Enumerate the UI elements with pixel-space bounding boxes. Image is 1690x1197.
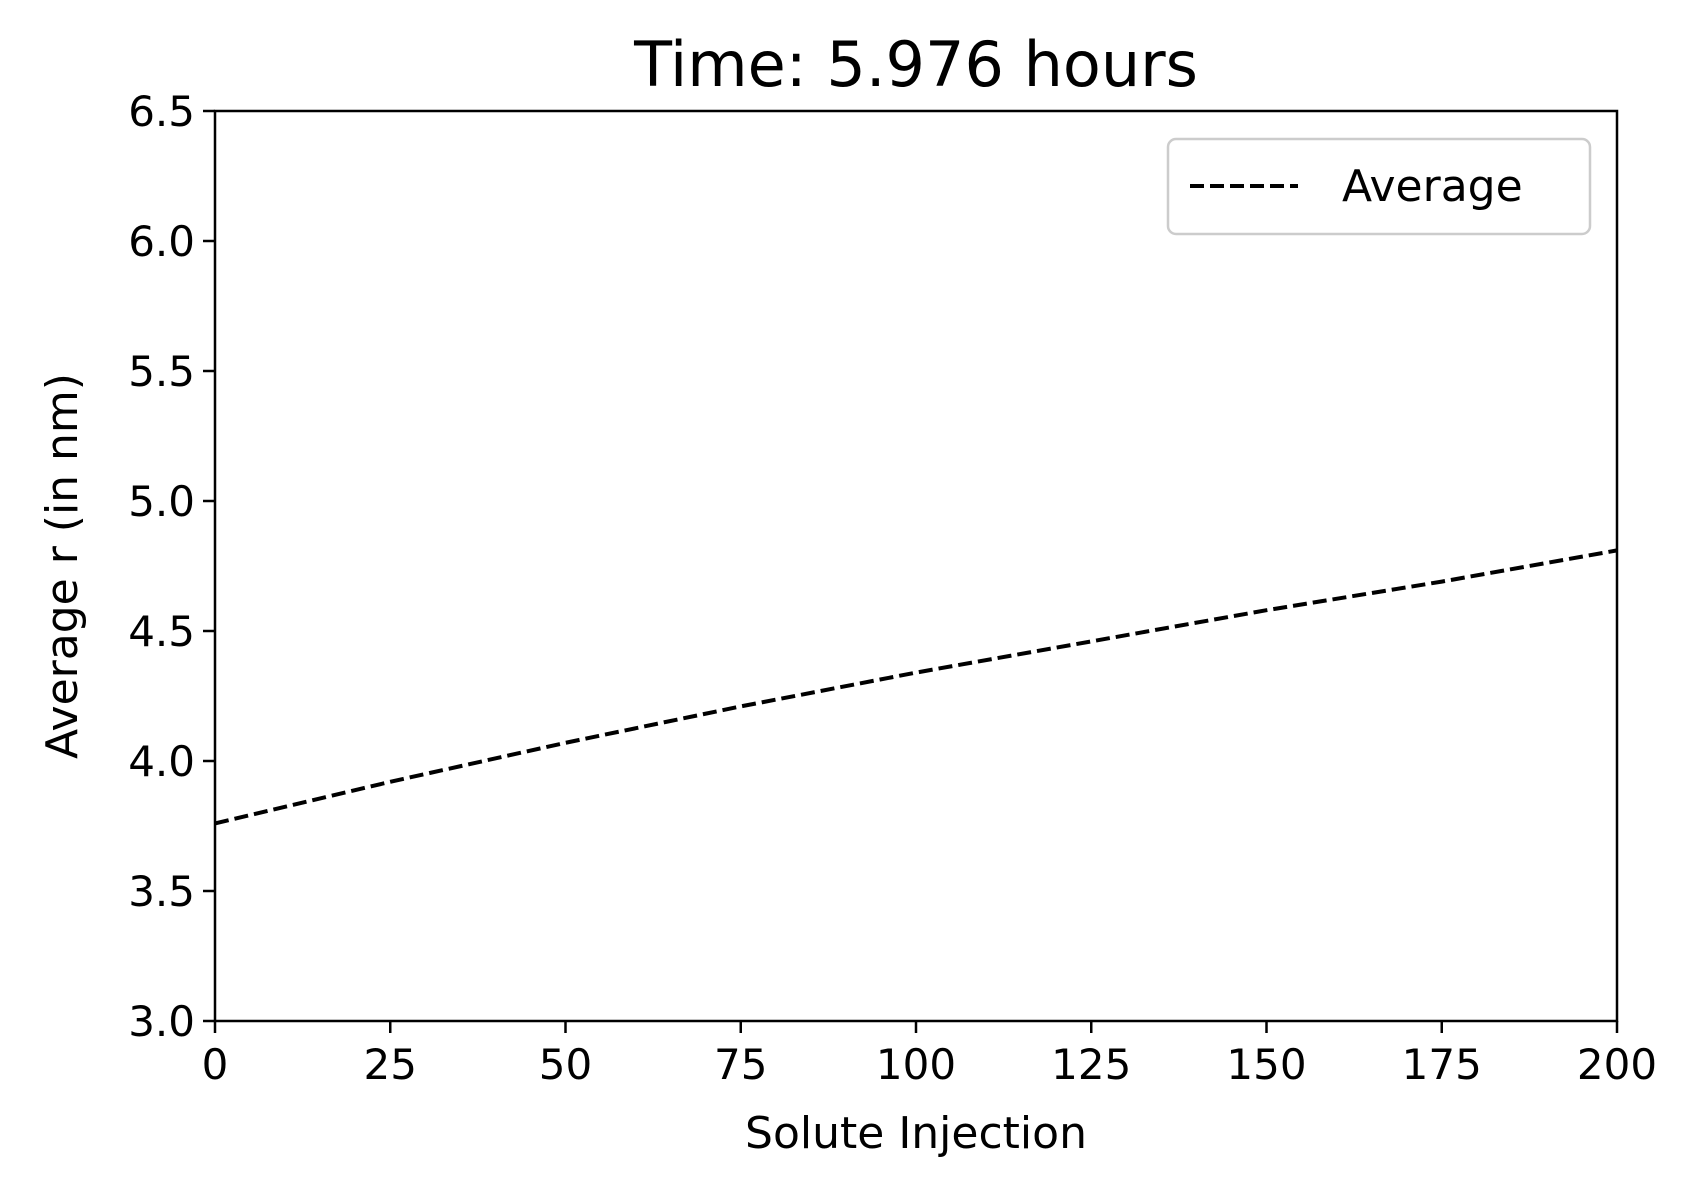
y-tick-label: 6.5 bbox=[128, 87, 195, 136]
y-tick-label: 5.0 bbox=[128, 477, 195, 526]
legend-label-average: Average bbox=[1342, 161, 1523, 212]
legend-box bbox=[1166, 137, 1592, 236]
x-tick-label: 175 bbox=[1402, 1040, 1482, 1089]
x-axis: 0 25 50 75 100 125 150 175 200 bbox=[202, 1021, 1657, 1089]
y-tick-label: 4.0 bbox=[128, 737, 195, 786]
x-tick-label: 0 bbox=[202, 1040, 229, 1089]
x-axis-label: Solute Injection bbox=[745, 1108, 1087, 1159]
legend: Average bbox=[1166, 137, 1592, 236]
x-tick-label: 75 bbox=[714, 1040, 767, 1089]
x-tick-label: 50 bbox=[539, 1040, 592, 1089]
plot-area bbox=[214, 548, 1618, 826]
x-tick-label: 125 bbox=[1051, 1040, 1131, 1089]
x-tick-label: 200 bbox=[1577, 1040, 1657, 1089]
y-tick-label: 3.5 bbox=[128, 867, 195, 916]
x-tick-label: 100 bbox=[876, 1040, 956, 1089]
y-axis: 3.0 3.5 4.0 4.5 5.0 5.5 6.0 6.5 bbox=[128, 87, 215, 1046]
chart-title: Time: 5.976 hours bbox=[633, 28, 1198, 101]
x-tick-label: 25 bbox=[364, 1040, 417, 1089]
y-tick-label: 5.5 bbox=[128, 347, 195, 396]
y-tick-label: 4.5 bbox=[128, 607, 195, 656]
y-tick-label: 3.0 bbox=[128, 997, 195, 1046]
plot-frame bbox=[213, 109, 1619, 1023]
y-tick-label: 6.0 bbox=[128, 217, 195, 266]
y-axis-label: Average r (in nm) bbox=[37, 373, 88, 759]
series-line-average bbox=[214, 548, 1618, 826]
x-tick-label: 150 bbox=[1226, 1040, 1306, 1089]
